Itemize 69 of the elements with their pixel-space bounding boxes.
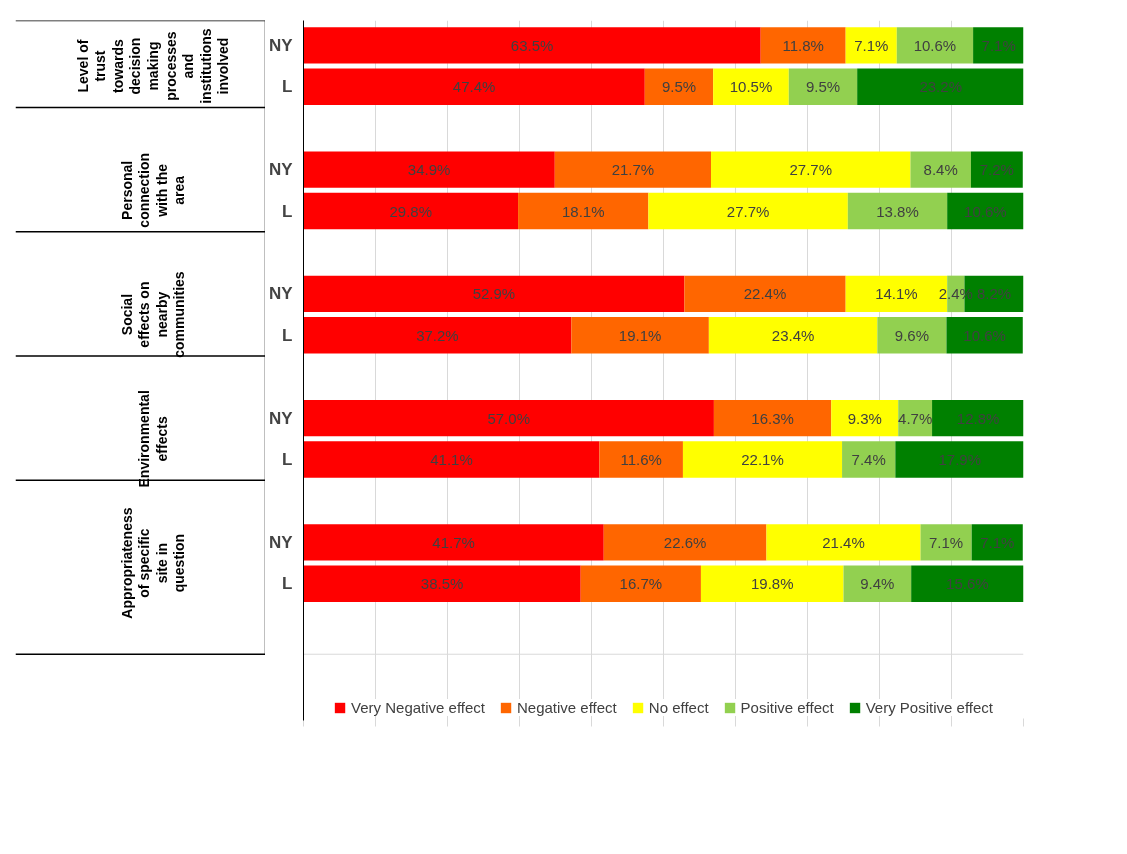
data-label: 9.4%	[860, 575, 895, 593]
data-label: 17.9%	[938, 451, 982, 469]
data-label: 9.3%	[847, 409, 882, 427]
y-tick-label: NY	[268, 408, 294, 428]
data-label: 41.1%	[430, 451, 473, 469]
data-label: 47.4%	[452, 78, 496, 96]
data-label: 57.0%	[487, 409, 530, 427]
data-label: 7.4%	[851, 451, 886, 469]
y-tick-label: L	[282, 325, 293, 345]
y-tick-label: L	[282, 450, 293, 470]
data-label: 12.8%	[956, 409, 1000, 427]
y-tick-label: L	[282, 77, 293, 97]
data-label: 21.7%	[611, 161, 655, 179]
data-label: 16.7%	[619, 575, 663, 593]
data-label: 27.7%	[726, 202, 770, 220]
data-label: 10.6%	[963, 326, 1006, 344]
data-label: 19.1%	[618, 326, 662, 344]
data-label: 7.1%	[981, 36, 1016, 54]
data-label: 38.5%	[420, 575, 464, 593]
y-tick-label: NY	[268, 532, 294, 552]
text: Environmental effects	[136, 390, 170, 488]
data-label: 22.1%	[741, 451, 784, 469]
data-label: 37.2%	[416, 326, 459, 344]
data-label: 11.8%	[782, 36, 824, 54]
y-tick-label: NY	[268, 284, 294, 304]
legend-label: No effect	[648, 699, 709, 716]
data-label: 7.2%	[979, 161, 1014, 179]
data-label: 13.8%	[876, 202, 919, 220]
text: Social effects on nearby communities	[118, 271, 188, 358]
data-label: 8.2%	[976, 285, 1012, 303]
data-label: 63.5%	[510, 36, 554, 54]
data-label: 21.4%	[822, 533, 865, 551]
data-label: 19.8%	[750, 575, 794, 593]
data-label: 7.1%	[980, 533, 1015, 551]
data-label: 22.6%	[663, 533, 707, 551]
data-label: 7.1%	[929, 533, 964, 551]
data-label: 34.9%	[407, 161, 451, 179]
data-label: 23.2%	[919, 78, 962, 96]
data-label: 15.6%	[946, 575, 989, 593]
data-label: 41.7%	[432, 533, 475, 551]
data-label: 8.4%	[923, 161, 958, 179]
data-label: 7.1%	[854, 36, 889, 54]
text: Personal connection with the area	[118, 152, 188, 228]
y-tick-label: L	[282, 574, 293, 594]
data-label: 23.4%	[771, 326, 815, 344]
data-label: 14.1%	[875, 285, 918, 303]
y-tick-label: NY	[268, 35, 294, 55]
data-label: 10.6%	[913, 36, 957, 54]
legend-label: Very Positive effect	[865, 699, 993, 716]
data-label: 10.5%	[729, 78, 773, 96]
y-tick-label: L	[282, 201, 293, 221]
data-label: 16.3%	[751, 409, 794, 427]
data-label: 29.8%	[389, 202, 433, 220]
data-label: 27.7%	[789, 161, 833, 179]
legend-label: Positive effect	[740, 699, 834, 716]
data-label: 4.7%	[898, 409, 933, 427]
data-label: 18.1%	[561, 202, 605, 220]
data-label: 11.6%	[620, 451, 662, 469]
legend-label: Very Negative effect	[351, 699, 485, 716]
data-label: 9.5%	[661, 78, 697, 96]
data-label: 9.6%	[894, 326, 930, 344]
text: Level of trust towards decision making processes and institutions involved	[74, 28, 232, 104]
text: Appropriateness of specific site in question	[118, 507, 188, 619]
data-label: 52.9%	[472, 285, 516, 303]
legend-label: Negative effect	[517, 699, 617, 716]
data-label: 10.6%	[964, 202, 1007, 220]
y-tick-label: NY	[268, 160, 294, 180]
data-label: 22.4%	[743, 285, 787, 303]
data-label: 9.5%	[805, 78, 841, 96]
